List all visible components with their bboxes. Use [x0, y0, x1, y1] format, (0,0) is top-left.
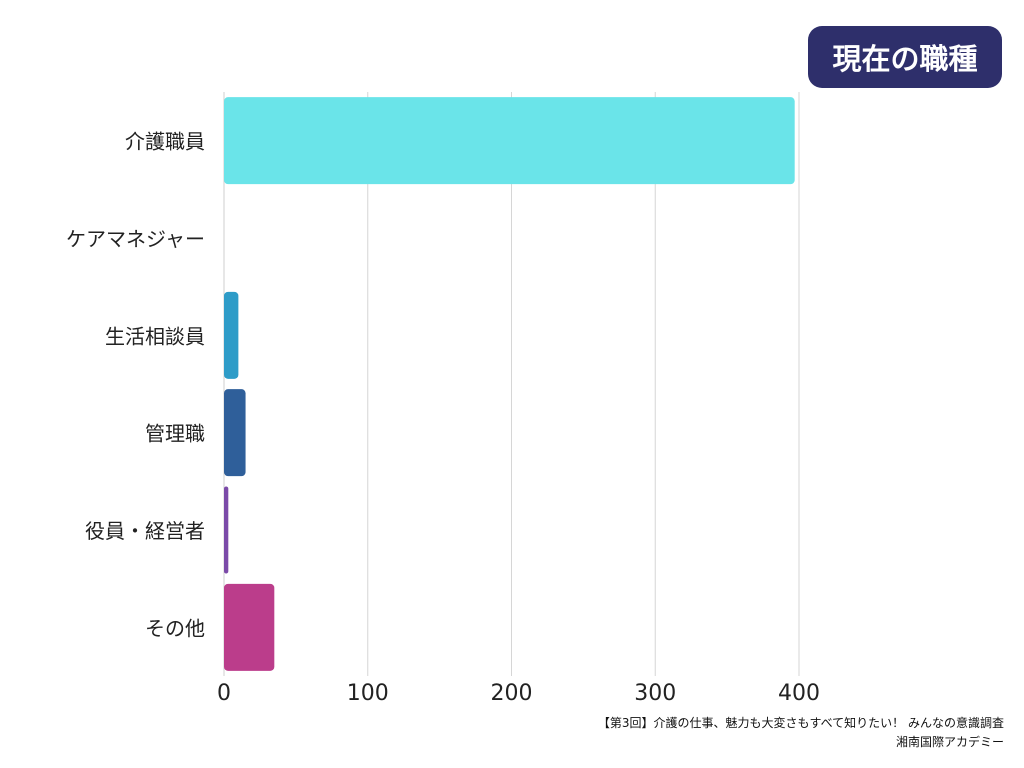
bar — [224, 583, 275, 671]
x-tick-label: 300 — [634, 681, 676, 706]
footer-survey-title: 【第3回】介護の仕事、魅力も大変さもすべて知りたい！ みんなの意識調査 — [597, 716, 1004, 730]
x-tick-label: 200 — [491, 681, 533, 706]
category-label: その他 — [145, 616, 205, 640]
bar — [224, 291, 239, 379]
category-label: 役員・経営者 — [85, 519, 205, 543]
x-tick-label: 0 — [217, 681, 231, 706]
x-tick-label: 100 — [347, 681, 389, 706]
category-label: ケアマネジャー — [66, 227, 205, 251]
footer-organization: 湘南国際アカデミー — [895, 735, 1004, 749]
category-label: 管理職 — [145, 422, 205, 446]
bar — [224, 389, 246, 477]
category-label: 生活相談員 — [105, 324, 205, 348]
bar — [224, 97, 795, 185]
chart-title: 現在の職種 — [808, 26, 1002, 88]
bar — [224, 486, 229, 574]
category-label: 介護職員 — [125, 130, 205, 154]
x-tick-label: 400 — [778, 681, 820, 706]
